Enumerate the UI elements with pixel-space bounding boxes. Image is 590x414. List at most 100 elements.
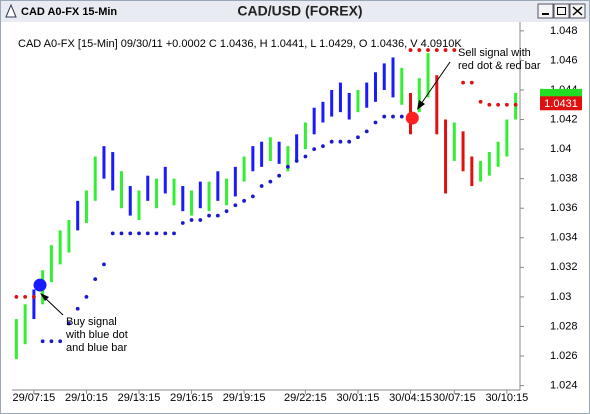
stop-dot [373,120,378,125]
stop-dot [23,294,28,299]
x-tick-label: 29/19:15 [223,392,266,404]
sell-arrowhead [417,100,425,110]
minimize-button[interactable] [537,3,554,19]
stop-dot [443,48,448,52]
stop-dot [110,231,115,236]
stop-dot [224,209,229,214]
window-buttons[interactable] [537,3,586,19]
stop-dot [294,159,299,163]
stop-dot [172,231,176,236]
y-tick-label: 1.048 [550,25,578,37]
x-tick-label: 29/22:15 [284,392,327,404]
x-tick-label: 29/13:15 [118,392,161,404]
stop-dot [513,102,518,107]
y-tick-label: 1.028 [550,320,578,332]
stop-dot [277,173,282,178]
signal-dot [33,278,47,292]
annotation: Sell signal with [458,47,531,59]
y-tick-label: 1.046 [550,54,578,66]
maximize-icon [557,7,566,15]
stop-dot [259,184,264,188]
stop-dot [163,231,168,236]
stop-dot [119,231,124,236]
stop-dot [408,48,413,52]
stop-dot [469,80,474,85]
close-icon [572,6,583,16]
stop-dot [417,48,422,52]
x-tick-label: 30/04:15 [389,392,432,404]
stop-dot [434,48,439,52]
stop-dot [399,114,404,119]
stop-dot [478,99,483,104]
stop-dot [487,102,492,107]
stop-dot [75,306,80,311]
stop-dot [154,231,159,236]
stop-dot [285,164,290,169]
maximize-button[interactable] [553,3,570,19]
stop-dot [189,218,194,222]
plot: 1.024 1.026 1.028 1.03 1.032 1.034 1.036 1.038 1… [12,25,577,404]
x-tick-label: 30/07:15 [433,392,476,404]
sell-arrow [420,61,451,105]
buy-arrowhead [40,293,49,301]
stop-dot [31,294,36,299]
buy-arrow [43,296,64,316]
stop-dot [128,231,133,236]
y-tick-label: 1.024 [550,379,578,391]
stop-dot [207,213,211,218]
stop-dot [58,339,63,344]
title-bar [1,1,589,22]
stop-dot [180,221,185,225]
annotation: red dot & red bar [458,60,541,72]
stop-dot [102,262,106,267]
x-tick-label: 29/10:15 [65,392,108,404]
stop-dot [312,147,317,152]
stop-dot [382,114,387,119]
stop-dot [93,277,98,282]
x-tick-label: 30/01:15 [337,392,380,404]
y-tick-label: 1.042 [550,113,578,125]
stop-dot [233,203,238,208]
stop-dot [215,213,220,218]
price-tag [540,96,582,111]
stop-dot [67,321,71,326]
y-tick-label: 1.036 [550,202,578,214]
y-tick-label: 1.038 [550,173,578,185]
stop-dot [14,294,19,299]
stop-dot [452,48,457,52]
stop-dot [461,80,465,85]
y-tick-label: 1.026 [550,350,578,362]
stop-dot [303,154,308,159]
stop-dot [242,198,247,203]
chart-title: CAD/USD (FOREX) [237,3,362,19]
stop-dot [496,102,501,107]
annotation: Buy signal [66,316,117,328]
stop-dot [145,231,150,236]
x-tick-label: 29/16:15 [170,392,213,404]
annotation: with blue dot [65,329,128,341]
y-tick-label: 1.034 [550,232,578,244]
stop-dot [137,231,141,236]
stop-dot [426,48,430,52]
stop-dot [364,129,369,134]
price-tag-label: 1.0431 [544,98,578,110]
stop-dot [268,179,273,184]
stop-dot [84,294,89,299]
stop-dot [321,144,325,149]
x-tick-label: 29/07:15 [12,392,55,404]
stop-dot [347,139,352,144]
annotation: and blue bar [66,342,127,354]
window-title: CAD A0-FX 15-Min [21,6,117,18]
y-tick-label: 1.04 [550,143,571,155]
stop-dot [504,102,509,107]
stop-dot [40,339,45,344]
stop-dot [356,135,360,140]
info-line: CAD A0-FX [15-Min] 09/30/11 +0.0002 C 1.… [18,38,462,50]
stop-dot [250,194,255,199]
app-icon [5,3,17,18]
stop-dot [198,218,203,222]
y-tick-label: 1.03 [550,291,571,303]
